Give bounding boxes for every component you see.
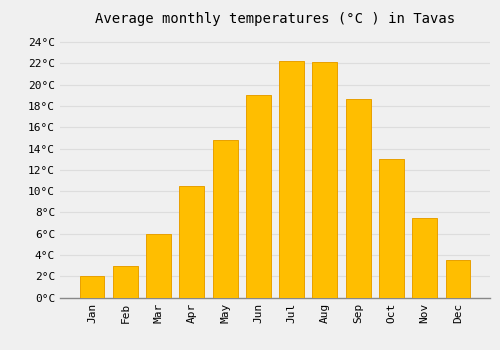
Bar [346,99,370,298]
Title: Average monthly temperatures (°C ) in Tavas: Average monthly temperatures (°C ) in Ta… [95,12,455,26]
Bar [113,266,138,297]
Bar [279,61,304,298]
Bar [412,218,437,298]
Bar [212,140,238,298]
Bar [146,234,171,298]
Bar [80,276,104,298]
Bar [246,95,271,298]
Bar [446,260,470,298]
Bar [379,159,404,298]
Bar [312,62,338,298]
Bar [180,186,204,298]
